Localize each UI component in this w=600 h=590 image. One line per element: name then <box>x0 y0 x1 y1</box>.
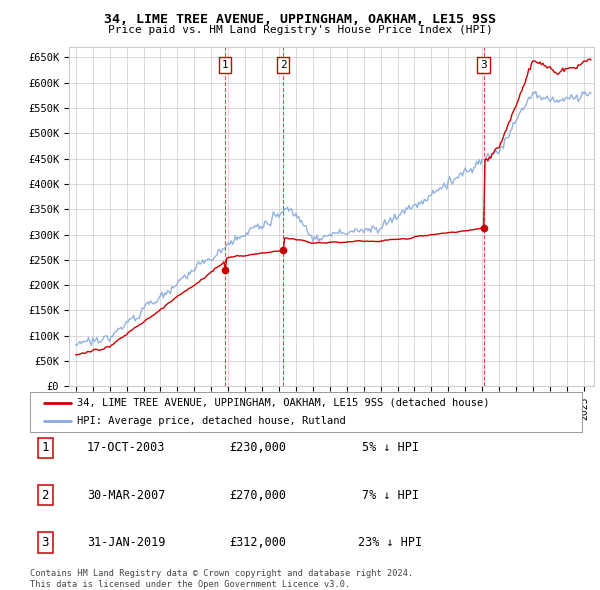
Text: 2: 2 <box>41 489 49 502</box>
Text: 34, LIME TREE AVENUE, UPPINGHAM, OAKHAM, LE15 9SS (detached house): 34, LIME TREE AVENUE, UPPINGHAM, OAKHAM,… <box>77 398 490 408</box>
Text: 30-MAR-2007: 30-MAR-2007 <box>87 489 165 502</box>
Text: 3: 3 <box>41 536 49 549</box>
Text: 34, LIME TREE AVENUE, UPPINGHAM, OAKHAM, LE15 9SS: 34, LIME TREE AVENUE, UPPINGHAM, OAKHAM,… <box>104 13 496 26</box>
Text: 7% ↓ HPI: 7% ↓ HPI <box>361 489 419 502</box>
Text: 17-OCT-2003: 17-OCT-2003 <box>87 441 165 454</box>
Text: 3: 3 <box>480 60 487 70</box>
Text: HPI: Average price, detached house, Rutland: HPI: Average price, detached house, Rutl… <box>77 416 346 426</box>
Text: £230,000: £230,000 <box>229 441 287 454</box>
Text: 31-JAN-2019: 31-JAN-2019 <box>87 536 165 549</box>
Text: 23% ↓ HPI: 23% ↓ HPI <box>358 536 422 549</box>
Text: Contains HM Land Registry data © Crown copyright and database right 2024.
This d: Contains HM Land Registry data © Crown c… <box>30 569 413 589</box>
Text: 5% ↓ HPI: 5% ↓ HPI <box>361 441 419 454</box>
Text: 1: 1 <box>221 60 228 70</box>
Text: 1: 1 <box>41 441 49 454</box>
Text: £270,000: £270,000 <box>229 489 287 502</box>
Text: 2: 2 <box>280 60 287 70</box>
Text: Price paid vs. HM Land Registry's House Price Index (HPI): Price paid vs. HM Land Registry's House … <box>107 25 493 35</box>
Text: £312,000: £312,000 <box>229 536 287 549</box>
